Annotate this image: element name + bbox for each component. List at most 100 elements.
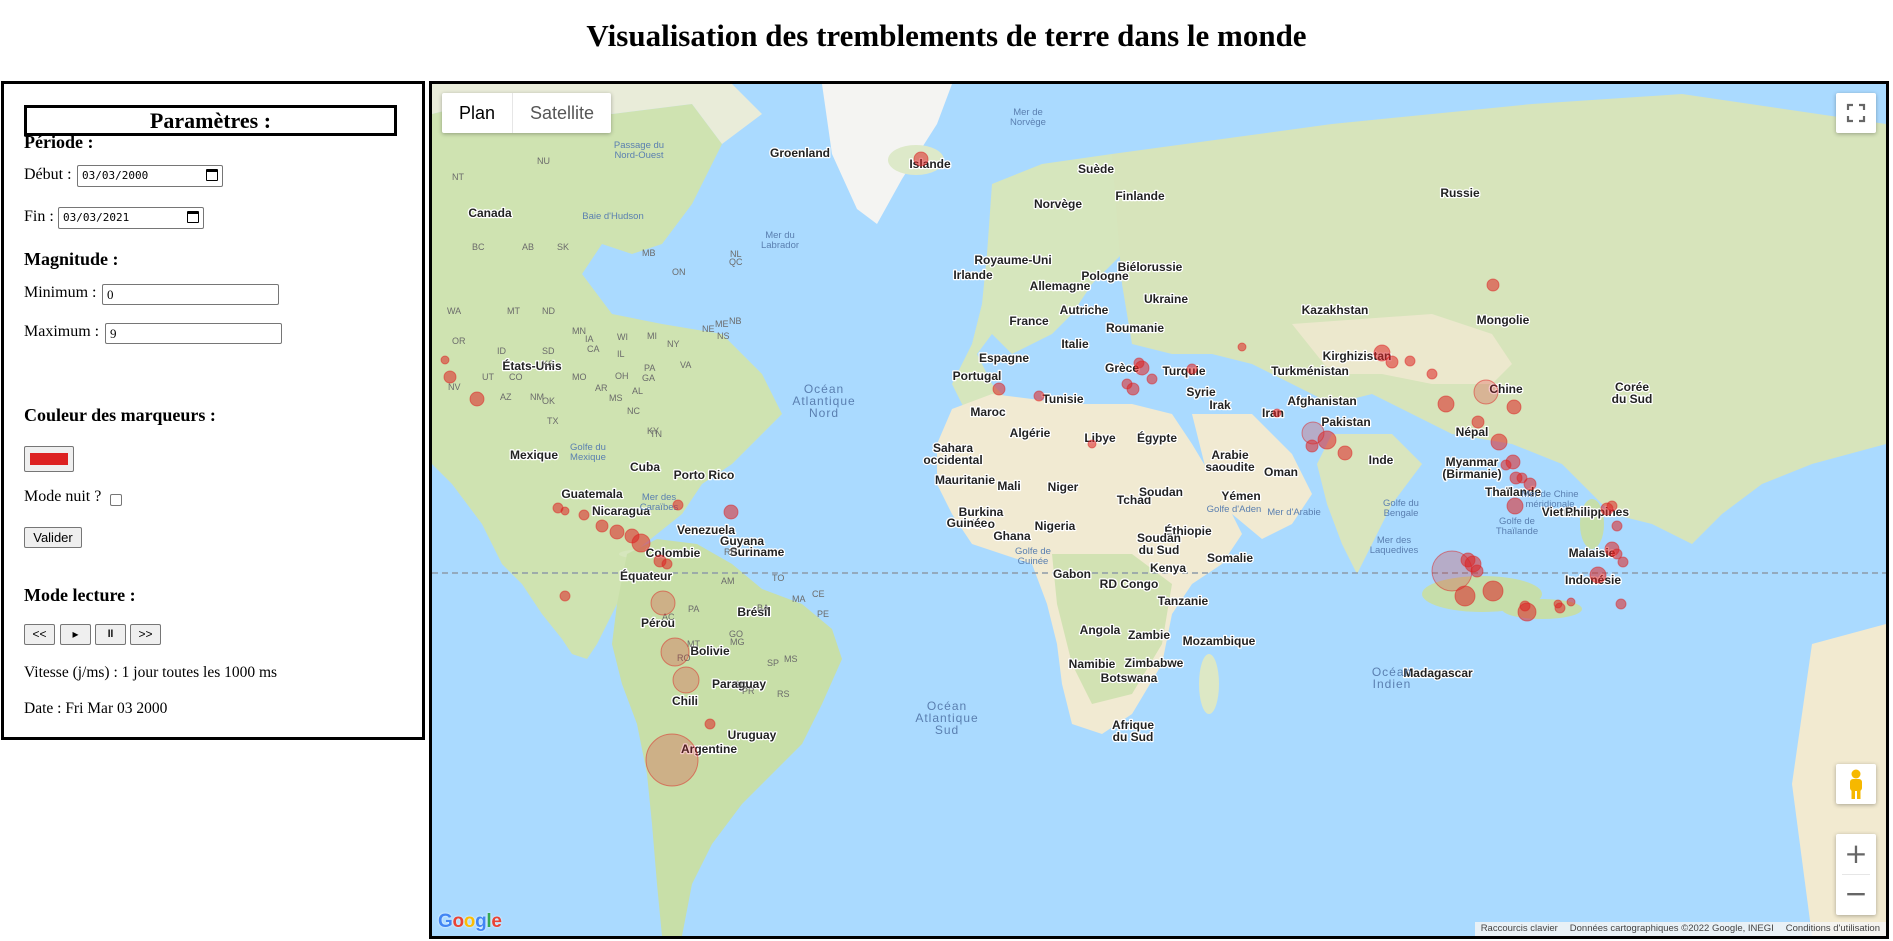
earthquake-marker[interactable] (1454, 585, 1476, 607)
earthquake-marker[interactable] (1471, 415, 1485, 429)
earthquake-marker[interactable] (1505, 454, 1521, 470)
earthquake-marker[interactable] (1482, 580, 1504, 602)
play-button[interactable]: ▸ (60, 624, 91, 645)
earthquake-marker[interactable] (1523, 477, 1537, 491)
max-magnitude-label: Maximum : (24, 323, 100, 340)
earthquake-marker[interactable] (660, 637, 690, 667)
earthquake-marker[interactable] (1317, 430, 1337, 450)
earthquake-marker[interactable] (650, 590, 676, 616)
earthquake-marker[interactable] (1506, 399, 1522, 415)
forward-button[interactable]: >> (130, 624, 161, 645)
country-label: Myanmar (Birmanie) (1442, 455, 1501, 481)
pause-button[interactable]: ll (95, 624, 126, 645)
earthquake-marker[interactable] (1305, 439, 1319, 453)
end-date-input[interactable]: 03/03/2021 (58, 207, 204, 229)
earthquake-marker[interactable] (913, 151, 929, 167)
earthquake-marker[interactable] (1566, 597, 1576, 607)
country-label: Éthiopie (1164, 523, 1212, 538)
region-code-label: WA (447, 306, 461, 316)
earthquake-marker[interactable] (1506, 497, 1524, 515)
earthquake-marker[interactable] (1404, 355, 1416, 367)
earthquake-marker[interactable] (1186, 363, 1198, 375)
terms-link[interactable]: Conditions d'utilisation (1785, 923, 1880, 934)
earthquake-marker[interactable] (578, 509, 590, 521)
night-mode-checkbox[interactable] (110, 494, 122, 506)
map-type-satellite[interactable]: Satellite (512, 93, 611, 133)
water-label: Golfe de Guinée (1015, 546, 1051, 567)
submit-button[interactable]: Valider (24, 527, 82, 548)
earthquake-marker[interactable] (1033, 390, 1045, 402)
earthquake-marker[interactable] (1589, 566, 1607, 584)
min-magnitude-input[interactable]: 0 (102, 284, 279, 305)
earthquake-marker[interactable] (1617, 556, 1629, 568)
earthquake-marker[interactable] (1237, 342, 1247, 352)
earthquake-marker[interactable] (1337, 445, 1353, 461)
earthquake-marker[interactable] (1437, 395, 1455, 413)
region-code-label: KS (542, 359, 554, 369)
google-logo[interactable]: Google (438, 911, 502, 933)
earthquake-marker[interactable] (672, 499, 684, 511)
calendar-icon[interactable] (187, 211, 199, 223)
earthquake-marker[interactable] (704, 718, 716, 730)
earthquake-marker[interactable] (1615, 598, 1627, 610)
zoom-in-button[interactable]: + (1844, 837, 1868, 870)
earthquake-marker[interactable] (1519, 600, 1531, 612)
earthquake-marker[interactable] (1473, 379, 1499, 405)
earthquake-marker[interactable] (1373, 344, 1391, 362)
playback-heading: Mode lecture : (24, 585, 136, 605)
south-america-shape (612, 539, 842, 936)
start-date-input[interactable]: 03/03/2000 (77, 165, 223, 187)
earthquake-marker[interactable] (1611, 520, 1623, 532)
region-code-label: GO (729, 629, 743, 639)
fullscreen-button[interactable] (1836, 93, 1876, 133)
earthquake-marker[interactable] (609, 524, 625, 540)
earthquake-marker[interactable] (1146, 373, 1158, 385)
earthquake-marker[interactable] (559, 590, 571, 602)
earthquake-marker[interactable] (1385, 355, 1399, 369)
country-label: Oman (1264, 465, 1298, 479)
earthquake-marker[interactable] (1516, 472, 1528, 484)
country-label: Irak (1209, 398, 1231, 412)
earthquake-marker[interactable] (645, 733, 699, 787)
country-label: Arabie saoudite (1205, 448, 1255, 474)
zoom-out-button[interactable]: − (1844, 877, 1868, 910)
earthquake-marker[interactable] (1490, 433, 1508, 451)
earthquake-marker[interactable] (631, 533, 651, 553)
earthquake-marker[interactable] (560, 506, 570, 516)
max-magnitude-input[interactable]: 9 (105, 323, 282, 344)
country-label: Russie (1440, 186, 1480, 200)
water-label: Océan Atlantique Sud (915, 699, 978, 737)
region-code-label: RR (724, 547, 737, 557)
country-label: Ukraine (1144, 292, 1188, 306)
region-code-label: AB (522, 242, 534, 252)
earthquake-marker[interactable] (1553, 599, 1563, 609)
marker-color-picker[interactable] (24, 446, 74, 472)
earthquake-marker[interactable] (440, 355, 450, 365)
earthquake-marker[interactable] (1272, 408, 1282, 418)
calendar-icon[interactable] (206, 169, 218, 181)
earthquake-marker[interactable] (1486, 278, 1500, 292)
earthquake-marker[interactable] (992, 382, 1006, 396)
street-view-pegman[interactable] (1836, 764, 1876, 804)
earthquake-marker[interactable] (469, 391, 485, 407)
earthquake-marker[interactable] (672, 666, 700, 694)
earthquake-marker[interactable] (1087, 439, 1097, 449)
earthquake-marker[interactable] (1426, 368, 1438, 380)
earthquake-marker[interactable] (723, 504, 739, 520)
country-label: Turkménistan (1271, 364, 1349, 378)
world-map[interactable]: Groenland Islande Suède Finlande Russie Norvè… (429, 81, 1889, 939)
rewind-button[interactable]: << (24, 624, 55, 645)
country-label: Canada (468, 206, 512, 220)
keyboard-shortcuts-link[interactable]: Raccourcis clavier (1480, 923, 1558, 934)
earthquake-marker[interactable] (1611, 548, 1623, 560)
earthquake-marker[interactable] (595, 519, 609, 533)
earthquake-marker[interactable] (1121, 378, 1133, 390)
map-type-plan[interactable]: Plan (459, 103, 496, 123)
earthquake-marker[interactable] (443, 370, 457, 384)
earthquake-marker[interactable] (1470, 564, 1484, 578)
earthquake-marker[interactable] (1134, 360, 1150, 376)
country-label: Grèce (1105, 361, 1139, 375)
earthquake-marker[interactable] (1606, 500, 1618, 512)
earthquake-marker[interactable] (661, 558, 673, 570)
